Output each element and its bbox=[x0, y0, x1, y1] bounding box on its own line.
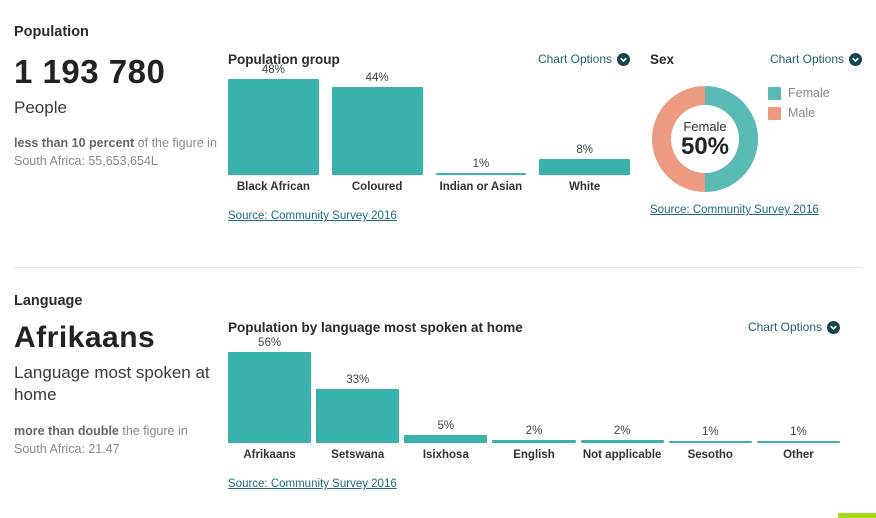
population-total-label: People bbox=[14, 98, 67, 117]
bar[interactable] bbox=[228, 352, 312, 443]
bar[interactable] bbox=[756, 441, 840, 443]
sex-chart-title: Sex bbox=[650, 52, 675, 67]
bar-category-label: Indian or Asian bbox=[439, 181, 523, 193]
language-section-heading: Language bbox=[14, 293, 83, 309]
population-stat-column: Population 1 193 780 People less than 10… bbox=[14, 24, 222, 170]
legend-item-male: Male bbox=[768, 106, 830, 120]
bar-column: 2% English bbox=[492, 425, 576, 463]
language-comparison-text: more than double the figure in South Afr… bbox=[14, 422, 222, 458]
sex-chart-header: Sex Chart Options bbox=[650, 52, 862, 70]
language-stat-column: Language Afrikaans Language most spoken … bbox=[14, 293, 222, 458]
language-comparison-rest: the figure in South Africa: 21.47 bbox=[14, 424, 188, 457]
bar-category-label: Coloured bbox=[351, 181, 403, 193]
bar-category-label: White bbox=[568, 181, 601, 193]
bar-column: 5% Isixhosa bbox=[404, 420, 488, 463]
bar[interactable] bbox=[316, 389, 400, 443]
bar-column: 1% Indian or Asian bbox=[435, 158, 527, 195]
bar-category-label: Sesotho bbox=[687, 449, 733, 461]
language-chart-options-link[interactable]: Chart Options bbox=[748, 320, 840, 334]
sex-chart-panel: Sex Chart Options Female 50% Female Male… bbox=[650, 52, 862, 227]
bar-category-label: Isixhosa bbox=[422, 449, 469, 461]
donut-center-value: 50% bbox=[680, 132, 730, 160]
bar-value-label: 56% bbox=[258, 337, 282, 349]
bar-value-label: 1% bbox=[790, 426, 807, 438]
population-group-bars: 48% Black African 44% Coloured 1% Indian or A… bbox=[228, 64, 630, 195]
language-chart-source-link[interactable]: Source: Community Survey 2016 bbox=[228, 478, 397, 490]
language-top-label: Language most spoken at home bbox=[14, 363, 210, 405]
bar-column: 2% Not applicable bbox=[580, 425, 664, 463]
bar[interactable] bbox=[580, 440, 664, 443]
sex-donut-chart[interactable]: Female 50% bbox=[652, 86, 758, 192]
bar-column: 48% Black African bbox=[228, 64, 319, 195]
sex-donut-center: Female 50% bbox=[671, 105, 739, 173]
population-total-value: 1 193 780 bbox=[14, 53, 166, 90]
bar-value-label: 44% bbox=[365, 72, 389, 84]
bar-column: 33% Setswana bbox=[316, 374, 400, 463]
bar-column: 1% Other bbox=[756, 426, 840, 463]
chevron-down-circle-icon bbox=[849, 52, 862, 66]
chevron-down-circle-icon bbox=[617, 52, 630, 66]
bar[interactable] bbox=[228, 79, 319, 175]
bar-category-label: Setswana bbox=[331, 449, 385, 461]
bar-category-label: English bbox=[513, 449, 555, 461]
population-comparison-text: less than 10 percent of the figure in So… bbox=[14, 134, 222, 170]
bar-column: 1% Sesotho bbox=[668, 426, 752, 463]
language-bars: 56% Afrikaans 33% Setswana 5% Isixhosa 2% Engli… bbox=[228, 337, 840, 463]
sex-chart-options-link[interactable]: Chart Options bbox=[770, 52, 862, 66]
language-comparison-bold: more than double bbox=[14, 424, 119, 439]
bar-category-label: Afrikaans bbox=[243, 449, 296, 461]
language-chart-panel: Population by language most spoken at ho… bbox=[228, 320, 840, 492]
population-group-chart-header: Population group Chart Options bbox=[228, 52, 630, 70]
bar-value-label: 1% bbox=[701, 426, 719, 438]
section-divider bbox=[14, 267, 862, 268]
bar-category-label: Black African bbox=[236, 181, 310, 193]
bar[interactable] bbox=[492, 440, 576, 443]
bar-column: 8% White bbox=[539, 144, 630, 195]
bar[interactable] bbox=[539, 159, 630, 175]
bar[interactable] bbox=[404, 435, 488, 443]
language-top-value: Afrikaans bbox=[14, 321, 156, 354]
language-chart-header: Population by language most spoken at ho… bbox=[228, 320, 840, 338]
donut-center-label: Female bbox=[683, 118, 727, 134]
bar-value-label: 2% bbox=[525, 425, 543, 437]
bar-value-label: 2% bbox=[613, 425, 631, 437]
female-swatch-icon bbox=[768, 86, 781, 100]
sex-chart-source-link[interactable]: Source: Community Survey 2016 bbox=[650, 204, 819, 216]
bar-value-label: 8% bbox=[576, 144, 593, 156]
bar[interactable] bbox=[668, 441, 752, 443]
bar-category-label: Not applicable bbox=[582, 449, 662, 461]
bar-value-label: 1% bbox=[472, 158, 490, 170]
bar-column: 44% Coloured bbox=[331, 72, 423, 195]
legend-label-male: Male bbox=[788, 106, 816, 120]
bar[interactable] bbox=[331, 87, 423, 175]
legend-item-female: Female bbox=[768, 86, 830, 100]
population-section-heading: Population bbox=[14, 24, 89, 40]
population-group-chart-panel: Population group Chart Options 48% Black … bbox=[228, 52, 630, 224]
bar[interactable] bbox=[435, 173, 527, 175]
male-swatch-icon bbox=[768, 106, 781, 120]
bar-category-label: Other bbox=[783, 449, 814, 461]
population-group-source-link[interactable]: Source: Community Survey 2016 bbox=[228, 210, 397, 222]
bar-value-label: 33% bbox=[346, 374, 370, 386]
population-comparison-rest: of the figure in South Africa: 55,653,65… bbox=[14, 136, 217, 169]
bar-column: 56% Afrikaans bbox=[228, 337, 312, 463]
chart-options-label: Chart Options bbox=[747, 320, 822, 334]
chart-options-label: Chart Options bbox=[537, 52, 612, 66]
chart-options-label: Chart Options bbox=[769, 52, 844, 66]
bar-value-label: 5% bbox=[437, 420, 455, 432]
population-group-chart-title: Population group bbox=[228, 52, 340, 67]
legend-label-female: Female bbox=[788, 86, 830, 100]
population-group-chart-options-link[interactable]: Chart Options bbox=[538, 52, 630, 66]
bar-value-label: 48% bbox=[261, 64, 285, 76]
lime-accent-strip bbox=[838, 513, 876, 518]
language-chart-title: Population by language most spoken at ho… bbox=[228, 320, 523, 335]
chevron-down-circle-icon bbox=[827, 320, 840, 334]
sex-chart-legend: Female Male bbox=[768, 86, 830, 120]
population-comparison-bold: less than 10 percent bbox=[14, 136, 135, 150]
